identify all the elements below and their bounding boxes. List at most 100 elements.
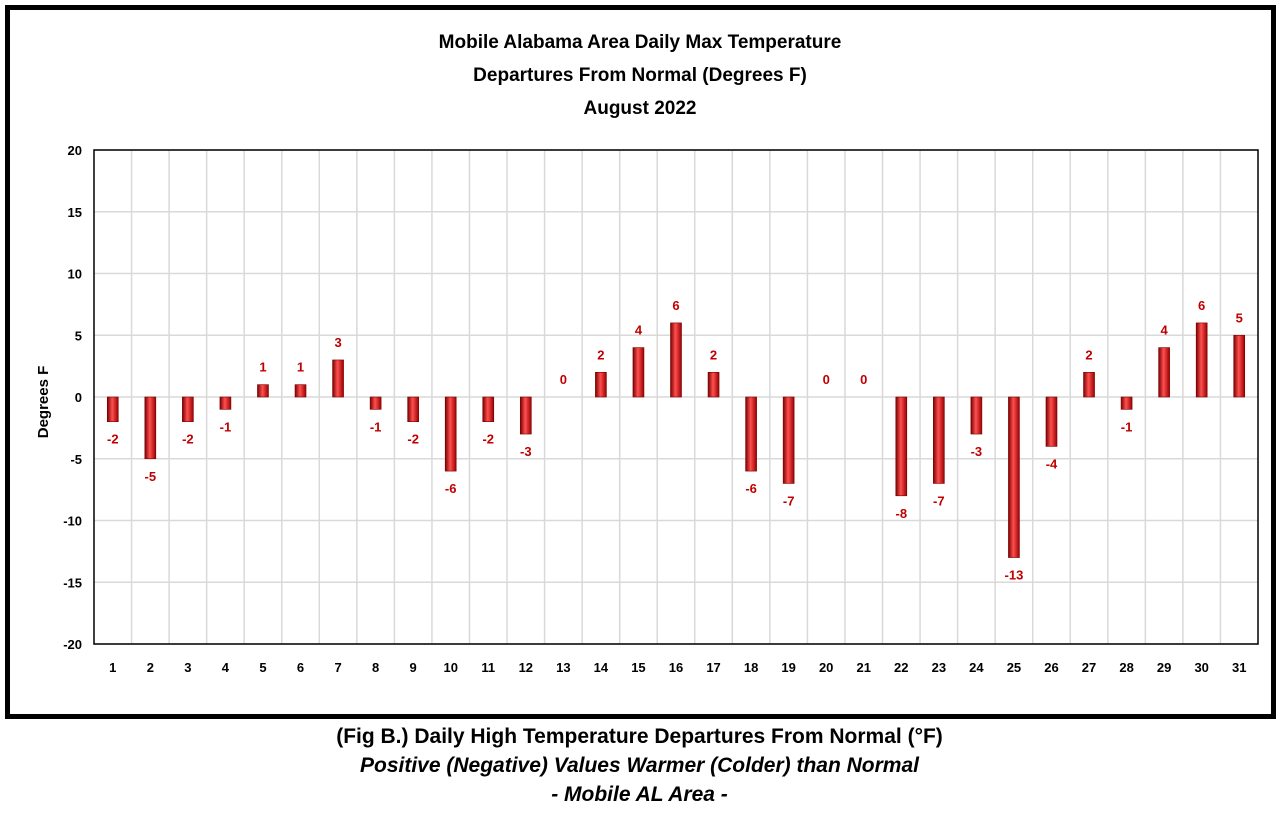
y-tick-label: -15 (63, 575, 82, 590)
x-tick-label: 21 (857, 660, 871, 675)
caption-subtitle: Positive (Negative) Values Warmer (Colde… (360, 754, 919, 777)
gridlines (94, 149, 1258, 645)
data-label: -1 (370, 419, 382, 434)
bar-day-28 (1120, 396, 1133, 410)
x-tick-label: 7 (334, 660, 341, 675)
bar-day-19 (782, 396, 795, 484)
y-tick-label: 15 (68, 205, 82, 220)
caption-location: - Mobile AL Area - (551, 783, 728, 806)
data-label: -1 (220, 419, 232, 434)
y-tick-label: 5 (75, 328, 82, 343)
bar-day-3 (182, 396, 194, 423)
x-tick-label: 5 (259, 660, 266, 675)
bar-day-17 (707, 371, 720, 398)
y-tick-label: 10 (68, 267, 82, 282)
x-tick-label: 10 (443, 660, 457, 675)
x-tick-label: 11 (481, 660, 495, 675)
x-tick-label: 4 (222, 660, 230, 675)
data-label: -13 (1005, 568, 1024, 583)
y-axis-label: Degrees F (35, 366, 52, 439)
x-tick-label: 20 (819, 660, 833, 675)
chart-title-line-3: August 2022 (584, 98, 697, 119)
data-label: 4 (1161, 323, 1169, 338)
bar-day-22 (895, 396, 908, 497)
bar-day-24 (970, 396, 983, 435)
bar-day-5 (257, 384, 269, 398)
bar-day-10 (444, 396, 457, 472)
bar-day-26 (1045, 396, 1058, 447)
bar-day-14 (595, 371, 607, 398)
bar-day-2 (144, 396, 157, 460)
bar-day-15 (632, 347, 645, 398)
data-label: 6 (1198, 298, 1205, 313)
data-label: -8 (896, 506, 908, 521)
data-label: 1 (297, 360, 304, 375)
bar-day-16 (670, 322, 682, 398)
x-tick-label: 8 (372, 660, 379, 675)
x-tick-label: 27 (1082, 660, 1096, 675)
data-label: -2 (182, 432, 194, 447)
data-label: -1 (1121, 419, 1133, 434)
bar-day-6 (294, 384, 307, 398)
x-tick-label: 31 (1232, 660, 1246, 675)
data-label: -4 (1046, 456, 1058, 471)
data-label: -6 (445, 481, 457, 496)
data-label: -3 (520, 444, 532, 459)
bar-day-27 (1083, 371, 1095, 398)
bar-day-30 (1195, 322, 1208, 398)
y-tick-label: -5 (70, 452, 82, 467)
bar-day-7 (332, 359, 344, 398)
data-label: -2 (407, 432, 419, 447)
x-tick-label: 2 (147, 660, 154, 675)
x-tick-label: 25 (1007, 660, 1021, 675)
x-tick-label: 30 (1194, 660, 1208, 675)
x-tick-label: 23 (932, 660, 946, 675)
x-tick-label: 13 (556, 660, 570, 675)
x-tick-label: 6 (297, 660, 304, 675)
bar-day-11 (482, 396, 495, 423)
x-tick-label: 12 (519, 660, 533, 675)
x-tick-label: 28 (1119, 660, 1133, 675)
data-label: 0 (860, 372, 867, 387)
data-label: -7 (933, 493, 945, 508)
data-label: 5 (1236, 310, 1243, 325)
x-tick-label: 16 (669, 660, 683, 675)
data-label: -7 (783, 493, 795, 508)
chart-frame: Mobile Alabama Area Daily Max Temperatur… (5, 5, 1276, 719)
bar-day-25 (1008, 396, 1020, 558)
data-label: 0 (823, 372, 830, 387)
data-label: 3 (334, 335, 341, 350)
figure-caption: (Fig B.) Daily High Temperature Departur… (0, 722, 1279, 809)
x-tick-label: 26 (1044, 660, 1058, 675)
data-label: 0 (560, 372, 567, 387)
x-tick-label: 22 (894, 660, 908, 675)
x-tick-label: 29 (1157, 660, 1171, 675)
caption-title: (Fig B.) Daily High Temperature Departur… (336, 725, 943, 748)
x-tick-label: 17 (706, 660, 720, 675)
bar-day-12 (520, 396, 532, 435)
bar-day-23 (933, 396, 945, 484)
data-label: 2 (710, 347, 717, 362)
bar-day-29 (1158, 347, 1170, 398)
bar-day-31 (1233, 334, 1246, 398)
data-label: 1 (259, 360, 266, 375)
data-label: -5 (145, 469, 157, 484)
bar-day-18 (745, 396, 757, 472)
x-tick-label: 14 (594, 660, 609, 675)
data-labels: -2 -5 -2 -1 1 1 3 -1 -2 -6 -2 -3 0 2 4 6 2 -6 -7 0 0 -8 -7 -3 -1… (107, 298, 1243, 583)
data-label: 2 (597, 347, 604, 362)
plot-area-border (93, 149, 1259, 645)
bar-day-1 (106, 396, 119, 423)
x-tick-label: 15 (631, 660, 645, 675)
y-tick-label: 20 (68, 143, 82, 158)
chart-title-line-1: Mobile Alabama Area Daily Max Temperatur… (439, 32, 842, 53)
x-tick-label: 18 (744, 660, 758, 675)
bar-day-8 (369, 396, 382, 410)
data-label: 2 (1085, 347, 1092, 362)
data-label: -6 (745, 481, 757, 496)
bar-chart: Mobile Alabama Area Daily Max Temperatur… (35, 32, 1259, 675)
y-tick-label: -20 (63, 637, 82, 652)
data-label: -2 (482, 432, 494, 447)
data-label: -2 (107, 432, 119, 447)
